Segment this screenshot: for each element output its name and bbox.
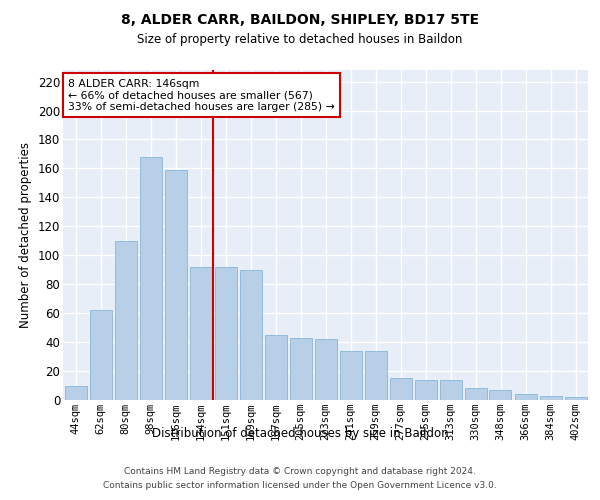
Text: 8 ALDER CARR: 146sqm
← 66% of detached houses are smaller (567)
33% of semi-deta: 8 ALDER CARR: 146sqm ← 66% of detached h… — [68, 78, 335, 112]
Bar — [115, 241, 137, 400]
Bar — [340, 351, 361, 400]
Bar — [365, 351, 386, 400]
Bar — [490, 390, 511, 400]
Text: Size of property relative to detached houses in Baildon: Size of property relative to detached ho… — [137, 32, 463, 46]
Bar — [215, 267, 236, 400]
Bar — [439, 380, 461, 400]
Text: Distribution of detached houses by size in Baildon: Distribution of detached houses by size … — [152, 428, 448, 440]
Bar — [314, 339, 337, 400]
Text: Contains HM Land Registry data © Crown copyright and database right 2024.: Contains HM Land Registry data © Crown c… — [124, 468, 476, 476]
Bar — [389, 378, 412, 400]
Bar — [290, 338, 311, 400]
Bar — [565, 397, 587, 400]
Text: 8, ALDER CARR, BAILDON, SHIPLEY, BD17 5TE: 8, ALDER CARR, BAILDON, SHIPLEY, BD17 5T… — [121, 12, 479, 26]
Bar — [190, 267, 212, 400]
Bar — [515, 394, 536, 400]
Bar — [415, 380, 437, 400]
Bar — [139, 157, 161, 400]
Y-axis label: Number of detached properties: Number of detached properties — [19, 142, 32, 328]
Bar — [539, 396, 562, 400]
Text: Contains public sector information licensed under the Open Government Licence v3: Contains public sector information licen… — [103, 481, 497, 490]
Bar — [164, 170, 187, 400]
Bar — [265, 335, 287, 400]
Bar — [239, 270, 262, 400]
Bar — [89, 310, 112, 400]
Bar — [65, 386, 86, 400]
Bar — [464, 388, 487, 400]
